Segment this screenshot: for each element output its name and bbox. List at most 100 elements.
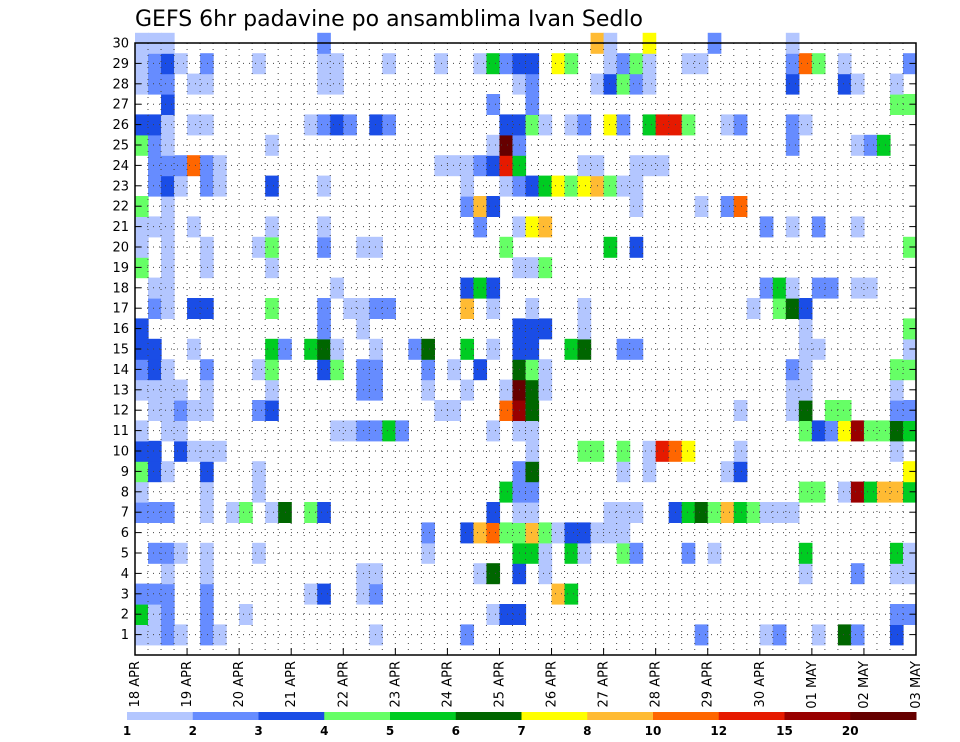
y-tick-label: 3 [121, 587, 129, 602]
heatmap-cell [603, 236, 618, 258]
heatmap-cell [629, 53, 644, 75]
heatmap-cell [733, 461, 748, 483]
heatmap-cell [603, 502, 618, 523]
heatmap-cell [200, 155, 214, 177]
heatmap-cell [525, 481, 540, 503]
y-tick-label: 30 [112, 37, 129, 52]
heatmap-cell [655, 155, 670, 177]
heatmap-cell [603, 73, 618, 95]
heatmap-cell [460, 277, 475, 299]
heatmap-cell [694, 53, 709, 75]
heatmap-cell [317, 359, 331, 381]
heatmap-cell [499, 604, 514, 625]
heatmap-cell [161, 236, 175, 258]
heatmap-cell [330, 73, 344, 95]
heatmap-cell [187, 338, 201, 360]
heatmap-cell [707, 502, 722, 523]
heatmap-cell [694, 624, 709, 646]
heatmap-cell [538, 522, 553, 544]
heatmap-cell [148, 583, 162, 605]
heatmap-cell [616, 542, 631, 564]
heatmap-cell [148, 461, 162, 483]
heatmap-cell [317, 73, 331, 95]
colorbar-swatch [718, 712, 785, 720]
heatmap-cell [265, 216, 279, 238]
heatmap-cell [629, 542, 644, 564]
heatmap-cell [525, 318, 540, 340]
heatmap-cell [889, 624, 904, 646]
heatmap-cell [174, 175, 188, 197]
heatmap-cell [460, 522, 475, 544]
heatmap-cell [421, 359, 435, 381]
colorbar-tick-label: 3 [254, 724, 262, 738]
heatmap-cell [486, 298, 501, 319]
heatmap-cell [733, 502, 748, 523]
heatmap-cell [577, 114, 592, 136]
colorbar-tick-label: 7 [517, 724, 525, 738]
heatmap-cell [850, 277, 865, 299]
heatmap-cell [161, 298, 175, 319]
heatmap-cell [421, 338, 435, 360]
y-tick-label: 24 [112, 159, 129, 174]
heatmap-cell [681, 502, 696, 523]
heatmap-cell [499, 53, 514, 75]
heatmap-cell [798, 298, 813, 319]
heatmap-cell [798, 563, 813, 585]
heatmap-cell [382, 114, 396, 136]
heatmap-cell [252, 481, 266, 503]
heatmap-cell [551, 522, 566, 544]
x-axis: 18 APR 19 APR 20 APR 21 APR 22 APR 23 APR 24 A… [128, 648, 924, 709]
heatmap-cell [629, 502, 644, 523]
heatmap-cell [382, 298, 396, 319]
heatmap-cell [863, 420, 878, 442]
heatmap-cell [200, 604, 214, 625]
heatmap-cell [785, 359, 800, 381]
heatmap-cell [863, 277, 878, 299]
heatmap-cell [798, 400, 813, 421]
heatmap-cell [538, 114, 553, 136]
heatmap-cell [161, 461, 175, 483]
heatmap-cell [473, 359, 488, 381]
heatmap-cell [200, 624, 214, 646]
heatmap-cell [811, 216, 826, 238]
heatmap-cell [187, 73, 201, 95]
heatmap-cell [174, 53, 188, 75]
heatmap-cell [148, 114, 162, 136]
heatmap-cell [564, 583, 579, 605]
heatmap-cell [330, 114, 344, 136]
heatmap-cell [174, 542, 188, 564]
heatmap-cell [174, 420, 188, 442]
heatmap-cell [369, 236, 383, 258]
colorbar-tick-label: 20 [842, 724, 859, 738]
heatmap-cell [265, 502, 279, 523]
heatmap-cell [278, 502, 292, 523]
heatmap-cell [187, 216, 201, 238]
heatmap-cell [265, 236, 279, 258]
heatmap-cell [525, 94, 540, 115]
heatmap-cell [616, 114, 631, 136]
heatmap-cell [577, 298, 592, 319]
heatmap-cell [161, 94, 175, 115]
y-tick-label: 13 [112, 383, 129, 398]
heatmap-cell [733, 440, 748, 462]
heatmap-cell [681, 440, 696, 462]
heatmap-cell [629, 175, 644, 197]
heatmap-cell [265, 298, 279, 319]
heatmap-cell [850, 73, 865, 95]
y-tick-label: 18 [112, 281, 129, 296]
heatmap-cell [525, 502, 540, 523]
heatmap-cell [720, 196, 735, 217]
heatmap-cell [499, 134, 514, 156]
heatmap-cell [811, 420, 826, 442]
heatmap-cell [460, 175, 475, 197]
heatmap-cell [889, 563, 904, 585]
heatmap-cell [148, 604, 162, 625]
heatmap-cell [837, 73, 852, 95]
heatmap-cell [317, 298, 331, 319]
heatmap-cell [486, 196, 501, 217]
heatmap-cell [850, 624, 865, 646]
heatmap-cell [265, 359, 279, 381]
heatmap-cell [525, 359, 540, 381]
colorbar-swatch [521, 712, 588, 720]
heatmap-cell [525, 216, 540, 238]
